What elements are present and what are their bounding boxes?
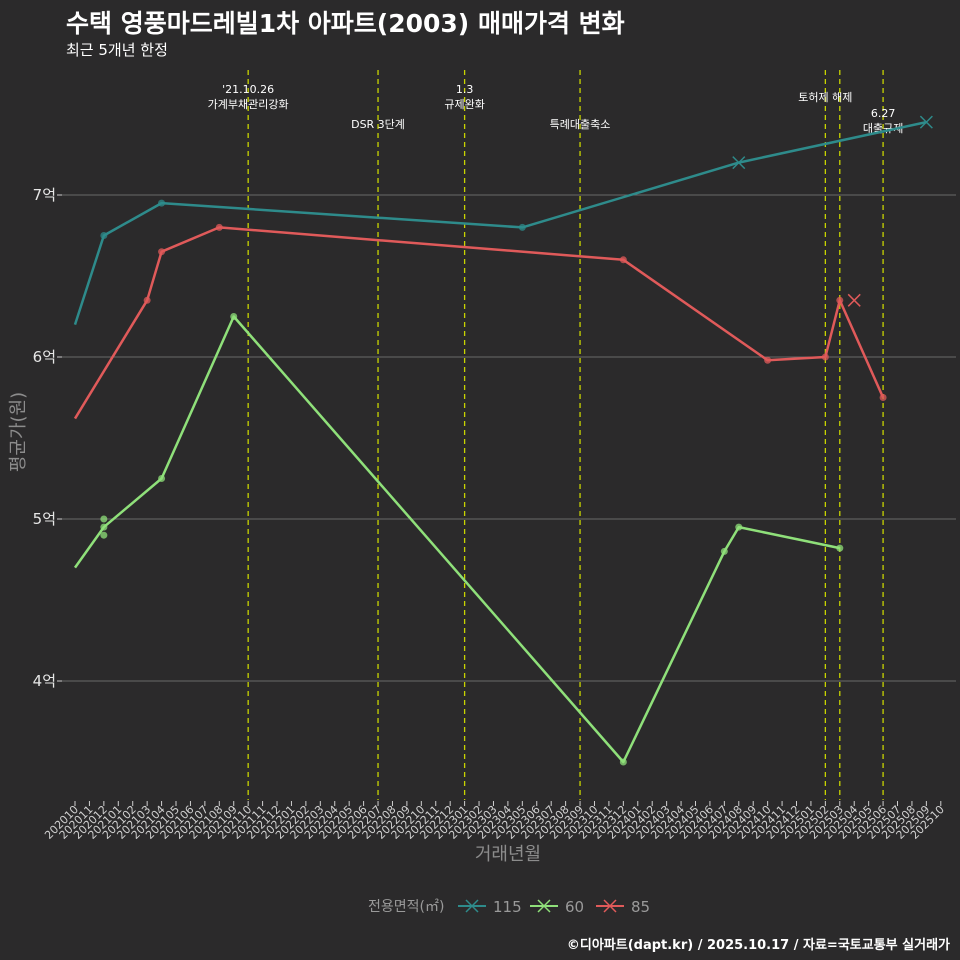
data-point (215, 223, 223, 231)
series-115 (73, 115, 933, 325)
data-point (764, 356, 772, 364)
x-marker-stroke (847, 293, 861, 307)
y-tick-label: 6억 (33, 348, 56, 366)
data-point (821, 353, 829, 361)
data-point (158, 248, 166, 256)
legend-item-115: 115 (458, 898, 522, 916)
gridlines (62, 194, 956, 682)
legend-swatch-x (603, 899, 617, 913)
data-point (619, 758, 627, 766)
source-caption: ©디아파트(dapt.kr) / 2025.10.17 / 자료=국토교통부 실… (566, 938, 950, 953)
series-line-85 (73, 226, 885, 420)
event-label: 토허제 해제 (798, 90, 852, 104)
data-point (100, 515, 108, 523)
y-tick-label: 4억 (33, 672, 56, 690)
data-point (735, 523, 743, 531)
data-point (836, 296, 844, 304)
legend-item-60: 60 (530, 898, 584, 916)
x-marker (919, 115, 933, 129)
event-label: 6.27 (871, 107, 896, 120)
y-tick-label: 5억 (33, 510, 56, 528)
y-axis-ticks: 4억 5억 6억 7억 (33, 186, 62, 690)
event-label: 가계부채관리강화 (208, 98, 289, 111)
data-point (100, 531, 108, 539)
legend-label-60: 60 (565, 898, 584, 916)
event-label: 특례대출축소 (550, 118, 611, 131)
event-label: 1.3 (456, 83, 474, 96)
x-marker (732, 156, 746, 170)
data-point (158, 475, 166, 482)
chart-subtitle: 최근 5개년 한정 (66, 41, 168, 59)
x-axis-ticks: 2020102020112020122021012021022021032021… (42, 801, 947, 842)
y-tick-label: 7억 (33, 186, 56, 204)
legend-swatch-x (465, 899, 479, 913)
data-point (143, 296, 151, 304)
data-point (879, 394, 887, 401)
x-marker-stroke (919, 115, 933, 129)
series-85 (73, 223, 887, 420)
x-marker-stroke (732, 156, 746, 170)
event-label: '21.10.26 (222, 83, 274, 96)
data-point (100, 232, 108, 239)
chart-title: 수택 영풍마드레빌1차 아파트(2003) 매매가격 변화 (66, 9, 625, 38)
data-point (836, 544, 844, 552)
legend-label-115: 115 (493, 898, 522, 916)
event-label: 대출규제 (863, 122, 903, 135)
event-label: DSR 3단계 (351, 118, 405, 131)
series-60 (73, 313, 844, 766)
data-point (158, 199, 166, 207)
series-lines (73, 115, 933, 766)
data-point (100, 523, 108, 531)
legend-title: 전용면적(㎡) (368, 899, 444, 915)
legend-swatch-x (537, 899, 551, 913)
series-line-60 (73, 315, 841, 764)
legend-label-85: 85 (631, 898, 650, 916)
x-axis-title: 거래년월 (475, 844, 541, 865)
series-line-115 (73, 120, 927, 325)
x-marker (847, 293, 861, 307)
y-axis-title: 평균가(원) (8, 392, 29, 472)
data-point (619, 256, 627, 264)
data-point (230, 313, 238, 320)
event-label: 규제완화 (444, 98, 484, 111)
legend-item-85: 85 (596, 898, 650, 916)
data-point (518, 223, 526, 231)
legend: 전용면적(㎡) 115 60 85 (368, 898, 650, 916)
data-point (720, 547, 728, 555)
